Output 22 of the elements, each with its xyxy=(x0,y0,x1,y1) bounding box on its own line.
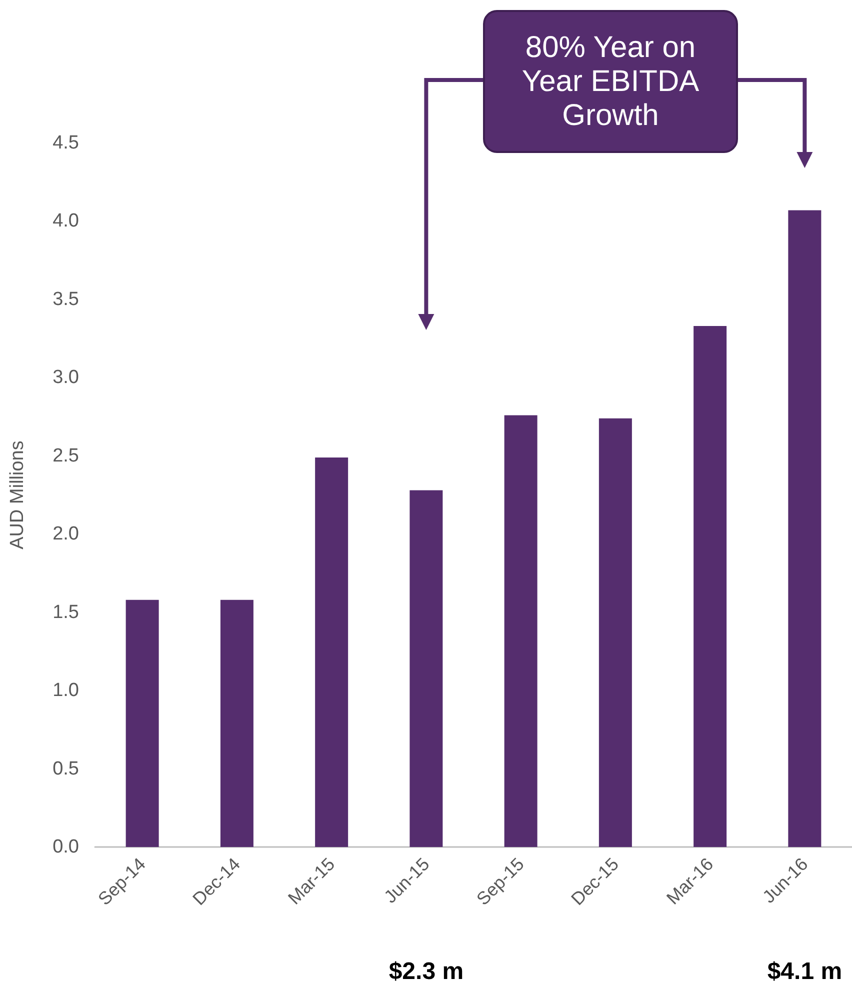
bar xyxy=(315,457,348,847)
bar xyxy=(788,210,822,847)
text: $4.1 m xyxy=(767,958,842,986)
y-tick-label: 2.5 xyxy=(52,445,79,466)
text: $2.3 m xyxy=(388,958,464,986)
bar xyxy=(504,415,538,847)
bar xyxy=(410,490,443,847)
y-axis-title: AUD Millions xyxy=(7,440,28,550)
y-tick-label: 0.5 xyxy=(52,758,79,780)
bar xyxy=(694,326,727,847)
y-tick-label: 4.5 xyxy=(52,132,79,154)
y-tick-label: 1.5 xyxy=(52,602,79,623)
y-tick-label: 4.0 xyxy=(52,210,79,232)
bar xyxy=(126,600,159,847)
y-tick-label: 3.0 xyxy=(52,367,79,388)
y-tick-label: 2.0 xyxy=(52,524,79,545)
y-tick-label: 3.5 xyxy=(52,288,79,310)
bar xyxy=(220,600,254,847)
y-tick-label: 1.0 xyxy=(52,680,79,702)
bar xyxy=(598,418,632,847)
y-tick-label: 0.0 xyxy=(52,836,79,858)
callout-box: 80% Year on Year EBITDA Growth xyxy=(483,10,738,153)
